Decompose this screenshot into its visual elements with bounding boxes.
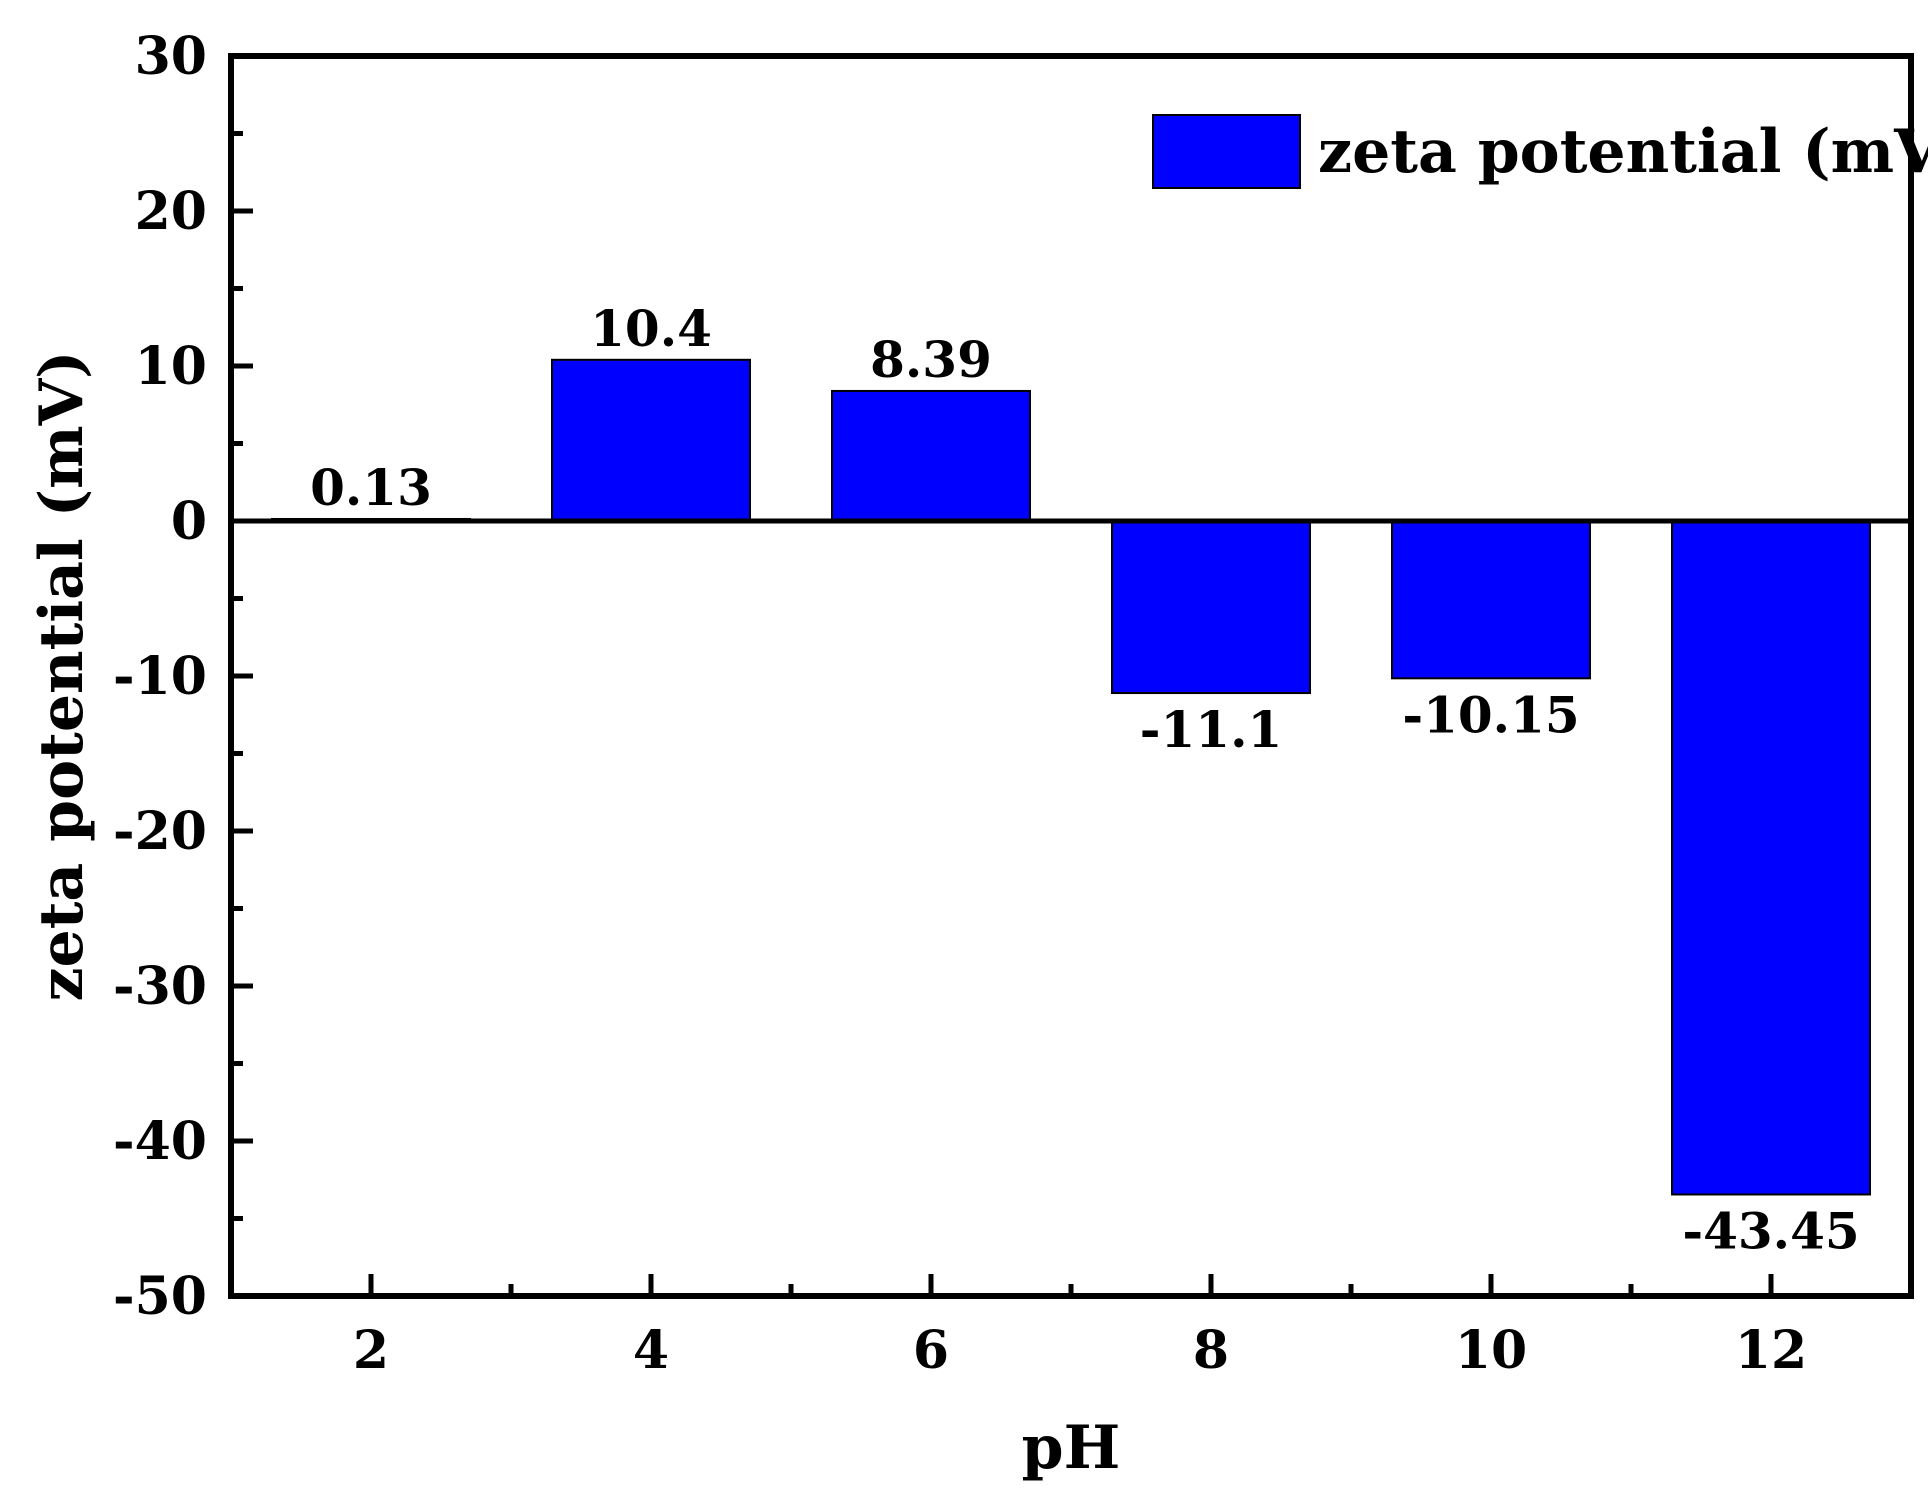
bar-12	[1671, 520, 1871, 1196]
y-axis-title: zeta potential (mV)	[27, 350, 97, 1001]
legend-label: zeta potential (mV)	[1318, 117, 1928, 187]
legend-swatch	[1152, 114, 1301, 189]
x-tick-label: 4	[633, 1320, 669, 1381]
x-tick-label: 6	[913, 1320, 949, 1381]
x-tick-label: 10	[1455, 1320, 1527, 1381]
legend: zeta potential (mV)	[1152, 114, 1928, 189]
bar-6	[831, 389, 1031, 522]
data-label-4: 10.4	[590, 299, 712, 358]
data-label-8: -11.1	[1140, 700, 1283, 759]
y-tick-label: 20	[135, 181, 207, 242]
data-labels: 0.13 10.4 8.39 -11.1 -10.15 -43.45	[310, 299, 1860, 1261]
data-label-12: -43.45	[1682, 1201, 1859, 1260]
x-tick-label: 8	[1193, 1320, 1229, 1381]
bar-4	[551, 358, 751, 522]
x-tick-label: 2	[353, 1320, 389, 1381]
bar-10	[1391, 520, 1591, 680]
y-tick-label: -10	[113, 646, 207, 707]
x-tick-label: 12	[1735, 1320, 1807, 1381]
x-axis-title: pH	[1022, 1413, 1121, 1483]
data-label-10: -10.15	[1402, 685, 1579, 744]
bar-8	[1111, 520, 1311, 695]
plot-frame	[228, 53, 1914, 1299]
y-tick-label: -40	[113, 1111, 207, 1172]
bars-group	[271, 358, 1871, 1196]
y-tick-label: -50	[113, 1266, 207, 1327]
data-label-6: 8.39	[870, 330, 992, 389]
y-axis: 30 20 10 0 -10 -20 -30 -40 -50	[113, 26, 253, 1327]
y-tick-label: 0	[171, 491, 207, 552]
y-tick-label: -30	[113, 956, 207, 1017]
y-tick-label: -20	[113, 801, 207, 862]
x-axis: 2 4 6 8 10 12	[353, 1274, 1807, 1381]
y-tick-label: 30	[135, 26, 207, 87]
data-label-2: 0.13	[310, 458, 432, 517]
y-tick-label: 10	[135, 336, 207, 397]
